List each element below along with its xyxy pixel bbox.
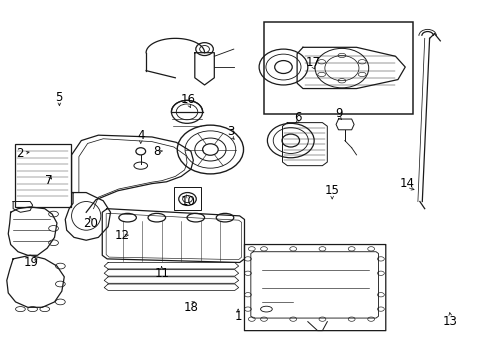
Text: 13: 13 bbox=[442, 315, 457, 328]
Bar bbox=[15, 144, 70, 207]
Text: 18: 18 bbox=[183, 301, 198, 314]
Text: 20: 20 bbox=[82, 216, 97, 230]
Text: 5: 5 bbox=[55, 91, 62, 104]
Text: 8: 8 bbox=[153, 145, 160, 158]
Bar bbox=[174, 187, 200, 211]
Text: 4: 4 bbox=[137, 129, 144, 142]
Text: 9: 9 bbox=[335, 107, 343, 120]
Text: 11: 11 bbox=[154, 267, 169, 280]
Text: 7: 7 bbox=[45, 174, 52, 186]
Text: 14: 14 bbox=[398, 177, 413, 190]
Text: 12: 12 bbox=[114, 229, 129, 242]
Text: 2: 2 bbox=[16, 147, 23, 159]
Text: 16: 16 bbox=[181, 93, 196, 106]
Text: 6: 6 bbox=[294, 111, 301, 124]
Text: 19: 19 bbox=[23, 256, 39, 269]
Text: 15: 15 bbox=[324, 184, 339, 197]
Text: 10: 10 bbox=[181, 195, 196, 208]
Bar bbox=[264, 22, 412, 114]
Text: 1: 1 bbox=[234, 310, 242, 323]
Text: 3: 3 bbox=[227, 125, 234, 138]
Text: 17: 17 bbox=[305, 56, 320, 69]
